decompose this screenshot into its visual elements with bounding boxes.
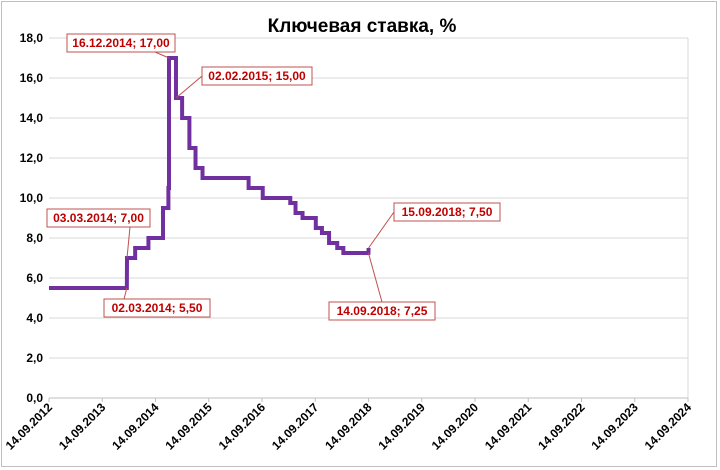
annotation-label: 16.12.2014; 17,00: [72, 36, 170, 50]
x-tick-label: 14.09.2013: [56, 400, 109, 453]
annotation-box: [66, 33, 176, 53]
x-tick-label: 14.09.2015: [163, 400, 216, 453]
annotation-leader: [368, 211, 395, 249]
annotation-leader: [175, 75, 203, 99]
x-tick-label: 14.09.2012: [3, 400, 56, 453]
y-tick-label: 12,0: [20, 151, 44, 165]
x-tick-label: 14.09.2021: [482, 400, 535, 453]
y-tick-label: 2,0: [26, 351, 43, 365]
series: [49, 56, 371, 290]
annotation-box: [103, 298, 211, 318]
gridlines: [49, 37, 689, 399]
x-tick-label: 14.09.2020: [429, 400, 482, 453]
key-rate-series-line: [49, 56, 371, 290]
x-tick-label: 14.09.2024: [642, 400, 695, 453]
x-tick-label: 14.09.2019: [376, 400, 429, 453]
x-tick-label: 14.09.2016: [216, 400, 269, 453]
y-tick-label: 14,0: [20, 111, 44, 125]
annotation-box: [46, 208, 151, 228]
y-tick-label: 16,0: [20, 71, 44, 85]
x-tick-label: 14.09.2023: [589, 400, 642, 453]
annotation-label: 14.09.2018; 7,25: [337, 304, 428, 318]
y-tick-label: 4,0: [26, 311, 43, 325]
axes: 0,0 2,0 4,0 6,0 8,0 10,0 12,0 14,0 16,0 18,0 14.09…: [3, 31, 695, 453]
annotation-label: 15.09.2018; 7,50: [402, 205, 493, 219]
y-tick-label: 8,0: [26, 231, 43, 245]
annotation-leader: [154, 51, 170, 59]
y-tick-label: 0,0: [26, 391, 43, 405]
annotations: 16.12.2014; 17,00 02.02.2015; 15,00 03.03.…: [46, 33, 501, 321]
annotation-label: 02.03.2014; 5,50: [112, 301, 203, 315]
annotation-leader: [367, 252, 383, 303]
annotation-label: 02.02.2015; 15,00: [208, 69, 306, 83]
y-tick-label: 6,0: [26, 271, 43, 285]
annotation-leader: [123, 287, 128, 300]
x-tick-label: 14.09.2018: [322, 400, 375, 453]
x-tick-label: 14.09.2017: [269, 400, 322, 453]
annotation-box: [328, 301, 436, 321]
annotation-box: [201, 66, 313, 86]
annotation-box: [393, 202, 501, 222]
x-tick-label: 14.09.2022: [535, 400, 588, 453]
annotation-label: 03.03.2014; 7,00: [53, 211, 144, 225]
x-tick-label: 14.09.2014: [109, 400, 162, 453]
y-tick-label: 18,0: [20, 31, 44, 45]
annotation-leader: [126, 226, 131, 259]
y-tick-label: 10,0: [20, 191, 44, 205]
chart-title: Ключевая ставка, %: [268, 16, 457, 37]
